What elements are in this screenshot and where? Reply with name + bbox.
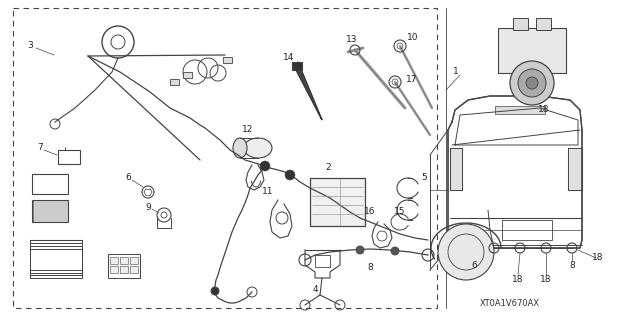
Text: 1: 1 — [453, 68, 459, 77]
Text: 18: 18 — [540, 276, 552, 285]
Bar — [58, 150, 80, 164]
Text: 13: 13 — [346, 35, 358, 44]
Text: 8: 8 — [367, 263, 373, 272]
Text: 12: 12 — [243, 125, 253, 135]
Bar — [502, 220, 552, 240]
Text: 2: 2 — [325, 164, 331, 173]
Bar — [120, 257, 128, 264]
Text: 4: 4 — [312, 286, 318, 294]
Circle shape — [356, 246, 364, 254]
Circle shape — [211, 287, 219, 295]
Circle shape — [391, 247, 399, 255]
Polygon shape — [295, 62, 322, 120]
Circle shape — [518, 69, 546, 97]
Text: 16: 16 — [364, 207, 376, 217]
Text: 14: 14 — [284, 54, 294, 63]
Bar — [32, 174, 68, 194]
Bar — [108, 254, 140, 278]
Text: 5: 5 — [421, 174, 427, 182]
Text: 6: 6 — [125, 174, 131, 182]
Bar — [170, 79, 179, 85]
Polygon shape — [450, 148, 462, 190]
Polygon shape — [448, 96, 582, 248]
Text: 17: 17 — [406, 76, 418, 85]
Polygon shape — [568, 148, 582, 190]
Bar — [30, 246, 82, 275]
Bar — [315, 255, 330, 267]
Bar — [495, 106, 545, 114]
Ellipse shape — [233, 138, 247, 158]
Circle shape — [526, 77, 538, 89]
Circle shape — [510, 61, 554, 105]
Text: 15: 15 — [394, 207, 406, 217]
Bar — [130, 257, 138, 264]
Bar — [513, 18, 528, 30]
Bar — [498, 28, 566, 73]
Bar — [30, 243, 82, 272]
Bar — [120, 266, 128, 273]
Bar — [30, 240, 82, 270]
Text: 8: 8 — [569, 261, 575, 270]
Text: 11: 11 — [262, 188, 274, 197]
Circle shape — [285, 170, 295, 180]
Text: 18: 18 — [592, 254, 604, 263]
Text: 3: 3 — [27, 41, 33, 49]
Bar — [130, 266, 138, 273]
Text: 18: 18 — [538, 106, 550, 115]
Bar — [292, 62, 302, 70]
Text: XT0A1V670AX: XT0A1V670AX — [480, 300, 540, 308]
Bar — [310, 178, 365, 226]
Text: 10: 10 — [407, 33, 419, 42]
Bar — [223, 57, 232, 63]
Text: 18: 18 — [512, 276, 524, 285]
Bar — [32, 200, 68, 222]
Circle shape — [260, 161, 270, 171]
Bar — [30, 249, 82, 278]
Ellipse shape — [244, 138, 272, 158]
Text: 9: 9 — [145, 203, 151, 211]
Bar — [110, 266, 118, 273]
Bar — [110, 257, 118, 264]
Bar — [183, 72, 192, 78]
Circle shape — [438, 224, 494, 280]
Text: 6: 6 — [471, 261, 477, 270]
Bar — [13, 8, 437, 308]
Text: 7: 7 — [37, 144, 43, 152]
Bar — [536, 18, 551, 30]
